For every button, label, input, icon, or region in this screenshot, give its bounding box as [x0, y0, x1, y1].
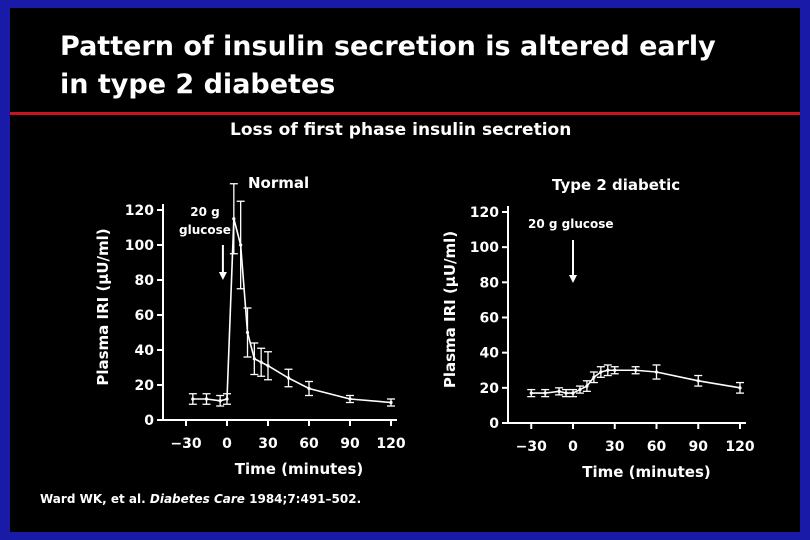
y-tick-label: 60	[480, 311, 500, 327]
data-point	[259, 360, 263, 364]
y-tick-label: 100	[470, 240, 499, 256]
data-point	[578, 387, 582, 392]
data-point	[232, 217, 236, 221]
title-divider	[10, 112, 800, 115]
x-tick-label: 90	[340, 436, 360, 452]
data-point	[585, 384, 589, 388]
figure-subtitle: Loss of first phase insulin secretion	[230, 120, 572, 140]
x-tick-label: 0	[568, 439, 578, 455]
data-point	[218, 399, 222, 403]
y-tick-label: 20	[480, 381, 500, 397]
y-axis-label: Plasma IRI (µU/ml)	[94, 228, 112, 385]
y-tick-label: 60	[135, 308, 155, 324]
data-point	[696, 379, 700, 383]
data-point	[239, 243, 243, 247]
x-tick-label: 60	[299, 436, 319, 452]
data-point	[348, 397, 352, 401]
data-point	[557, 389, 561, 393]
chart-title: Normal	[248, 174, 309, 192]
data-point	[738, 386, 742, 390]
data-point	[564, 391, 568, 395]
citation-authors: Ward WK, et al.	[40, 492, 146, 506]
data-point	[543, 391, 547, 395]
annotation-text: 20 g	[190, 205, 219, 219]
x-tick-label: −30	[516, 439, 547, 455]
y-tick-label: 40	[480, 346, 500, 362]
x-axis-label: Time (minutes)	[582, 463, 711, 481]
data-point	[613, 368, 617, 372]
citation-journal: Diabetes Care	[149, 492, 245, 506]
y-tick-label: 80	[135, 273, 155, 289]
data-point	[252, 357, 256, 361]
slide-title: Pattern of insulin secretion is altered …	[60, 28, 780, 104]
x-tick-label: 90	[689, 439, 709, 455]
citation: Ward WK, et al. Diabetes Care 1984;7:491…	[40, 492, 361, 506]
x-tick-label: 30	[258, 436, 278, 452]
x-tick-label: −30	[170, 436, 201, 452]
x-tick-label: 120	[725, 439, 754, 455]
slide: Pattern of insulin secretion is altered …	[10, 8, 800, 532]
data-point	[225, 397, 229, 401]
data-point	[286, 376, 291, 380]
title-line-1: Pattern of insulin secretion is altered …	[60, 31, 716, 62]
x-tick-label: 30	[605, 439, 625, 455]
x-axis-label: Time (minutes)	[235, 460, 364, 478]
y-tick-label: 20	[135, 378, 155, 394]
data-point	[599, 370, 603, 374]
data-point	[266, 364, 270, 368]
data-point	[307, 386, 311, 391]
y-tick-label: 100	[125, 238, 154, 254]
data-point	[571, 391, 575, 395]
data-point	[634, 368, 638, 372]
data-point	[529, 391, 533, 395]
glucose-arrow-head	[218, 272, 227, 280]
annotation-text: glucose	[179, 223, 231, 237]
data-point	[592, 375, 596, 379]
data-point	[389, 400, 393, 405]
annotation-text: 20 g glucose	[528, 217, 614, 231]
chart-title: Type 2 diabetic	[552, 176, 680, 194]
title-line-2: in type 2 diabetes	[60, 69, 336, 100]
y-tick-label: 40	[135, 343, 155, 359]
y-tick-label: 80	[480, 275, 500, 291]
x-tick-label: 0	[222, 436, 232, 452]
y-axis-label: Plasma IRI (µU/ml)	[441, 231, 459, 388]
data-point	[191, 397, 195, 401]
data-point	[654, 370, 659, 374]
y-tick-label: 0	[489, 416, 499, 432]
data-point	[245, 330, 250, 335]
data-point	[204, 397, 209, 401]
y-tick-label: 120	[125, 203, 154, 219]
y-tick-label: 120	[470, 205, 499, 221]
x-tick-label: 60	[647, 439, 667, 455]
citation-reference: 1984;7:491–502.	[249, 492, 362, 506]
glucose-arrow-head	[569, 275, 577, 283]
y-tick-label: 0	[144, 413, 154, 429]
x-tick-label: 120	[376, 436, 405, 452]
data-point	[606, 368, 610, 372]
